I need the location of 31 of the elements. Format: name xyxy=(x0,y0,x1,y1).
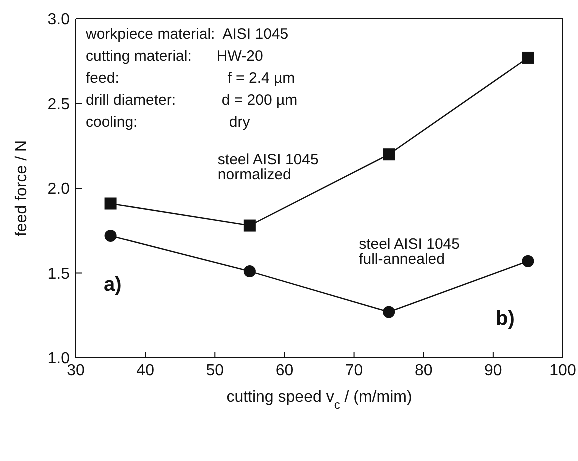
point xyxy=(522,255,534,268)
y-tick-label: 2.5 xyxy=(48,96,70,114)
x-tick-label: 100 xyxy=(550,362,576,380)
y-tick-label: 3.0 xyxy=(48,12,70,29)
y-axis-title: feed force / N xyxy=(14,140,31,237)
x-tick-label: 80 xyxy=(414,362,433,380)
point xyxy=(522,52,534,64)
point xyxy=(244,266,256,278)
annotation: b) xyxy=(496,308,515,331)
point xyxy=(383,306,396,318)
x-tick-label: 60 xyxy=(276,362,294,380)
annotation: a) xyxy=(104,274,122,297)
annotation: workpiece material: AISI 1045 xyxy=(86,26,289,43)
x-tick-label: 50 xyxy=(206,362,224,380)
annotation: cooling: dry xyxy=(86,114,250,131)
y-tick-label: 1.5 xyxy=(48,266,70,283)
annotation: feed: f = 2.4 µm xyxy=(86,70,296,87)
x-tick-label: 90 xyxy=(484,362,502,380)
x-tick-label: 40 xyxy=(136,362,155,380)
series-label: steel AISI 1045 normalized xyxy=(218,151,319,184)
x-tick-label: 70 xyxy=(345,362,364,380)
point xyxy=(383,148,396,161)
x-axis-title: cutting speed v$_{c}$ / (m/mim) xyxy=(226,389,412,412)
point xyxy=(104,230,117,242)
x-tick-label: 30 xyxy=(67,362,85,380)
point xyxy=(244,220,256,232)
series-label: steel AISI 1045 full-annealed xyxy=(359,236,460,268)
annotation: cutting material: HW-20 xyxy=(86,48,264,65)
y-tick-label: 2.0 xyxy=(48,181,70,198)
annotation: drill diameter: d = 200 µm xyxy=(86,92,298,109)
point xyxy=(104,198,117,210)
